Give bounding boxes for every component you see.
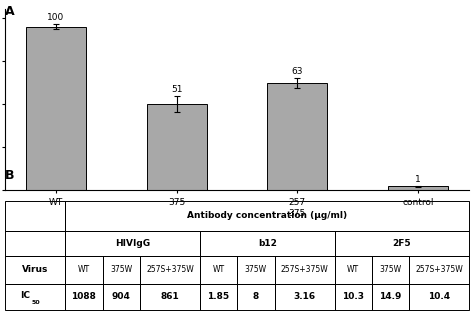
Text: 14.9: 14.9 <box>380 292 402 301</box>
Bar <box>146 104 207 190</box>
Text: 1.85: 1.85 <box>208 292 229 301</box>
Text: Antibody concentration (μg/ml): Antibody concentration (μg/ml) <box>187 211 347 220</box>
Text: 10.3: 10.3 <box>342 292 364 301</box>
Text: WT: WT <box>78 265 90 274</box>
Text: 51: 51 <box>171 85 182 94</box>
Text: Virus: Virus <box>22 265 48 274</box>
Text: 2F5: 2F5 <box>392 239 411 248</box>
Text: 257S+375W: 257S+375W <box>281 265 328 274</box>
Bar <box>26 27 86 190</box>
Text: 50: 50 <box>31 300 40 305</box>
Text: A: A <box>5 5 14 18</box>
Text: 3.16: 3.16 <box>293 292 316 301</box>
Text: 10.4: 10.4 <box>428 292 450 301</box>
Text: 375W: 375W <box>245 265 267 274</box>
Text: 861: 861 <box>161 292 179 301</box>
Text: 904: 904 <box>112 292 131 301</box>
Text: b12: b12 <box>258 239 277 248</box>
Bar <box>267 83 328 190</box>
Text: B: B <box>5 169 14 182</box>
Text: 1088: 1088 <box>72 292 96 301</box>
Text: 375W: 375W <box>110 265 132 274</box>
Text: WT: WT <box>347 265 359 274</box>
Text: 63: 63 <box>292 67 303 76</box>
Text: 1: 1 <box>415 175 421 184</box>
Text: 375W: 375W <box>380 265 402 274</box>
Text: 257S+375W: 257S+375W <box>146 265 194 274</box>
Text: 8: 8 <box>253 292 259 301</box>
Bar <box>388 186 448 190</box>
Text: IC: IC <box>20 291 30 300</box>
Text: 257S+375W: 257S+375W <box>415 265 463 274</box>
Text: WT: WT <box>212 265 225 274</box>
Text: HIVIgG: HIVIgG <box>115 239 150 248</box>
Text: 100: 100 <box>47 13 64 22</box>
